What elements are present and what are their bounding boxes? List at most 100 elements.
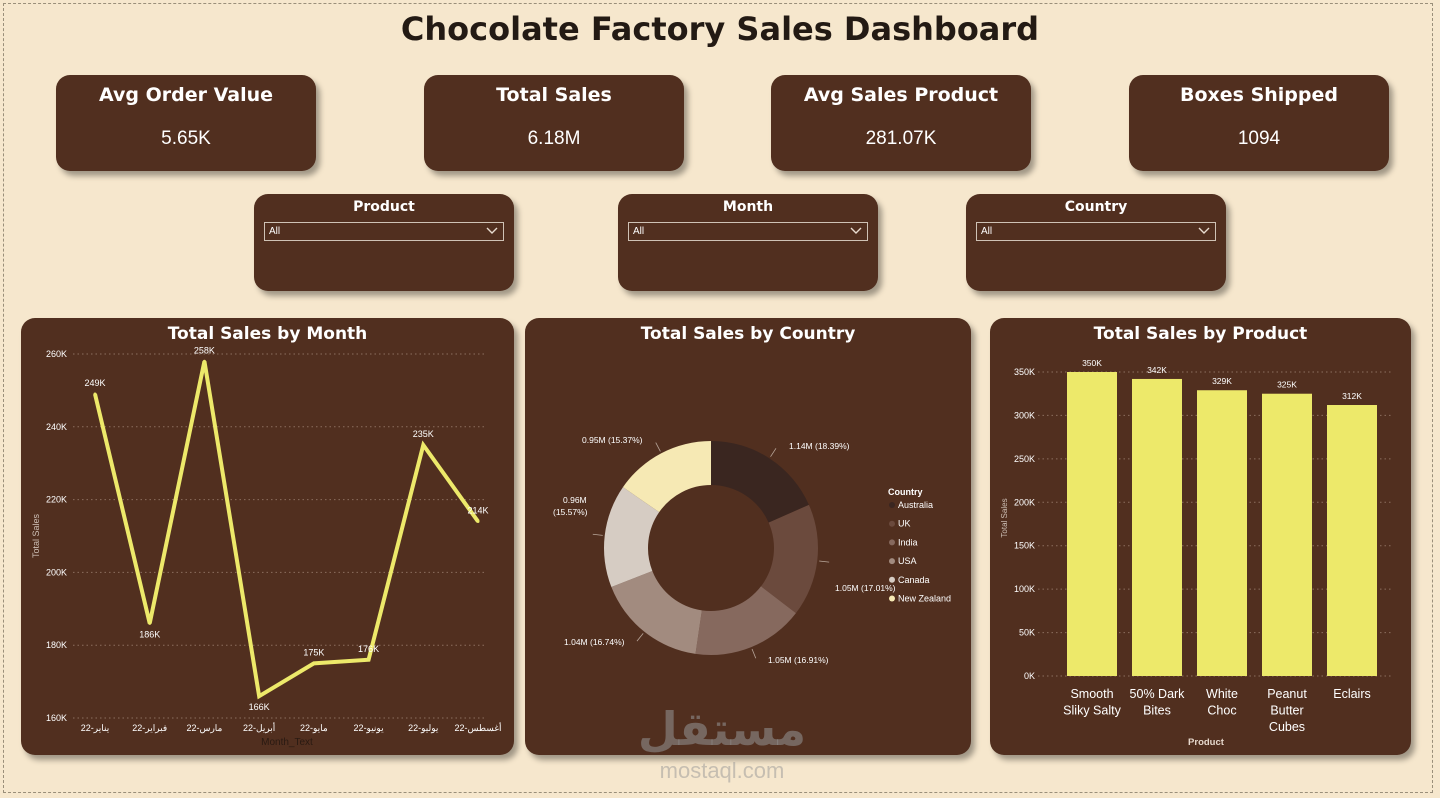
x-tick-label: White [1206,687,1238,701]
kpi-card-boxes-shipped: Boxes Shipped 1094 [1129,75,1389,171]
data-point [148,621,152,625]
y-tick-label: 200K [46,567,67,577]
data-label: 176K [358,644,379,654]
x-tick-label: أبريل-22 [243,721,275,734]
x-axis-title: Product [1188,737,1225,748]
data-label: 235K [413,429,434,439]
slicer-country: Country All [966,194,1226,291]
y-tick-label: 150K [1014,541,1035,551]
x-tick-label: 50% Dark [1130,687,1186,701]
leader-line [770,448,777,457]
bar [1067,372,1117,676]
data-point [312,661,316,665]
chevron-down-icon [850,227,862,234]
y-tick-label: 240K [46,422,67,432]
legend-marker [889,502,895,508]
bar-data-label: 350K [1082,358,1102,368]
x-tick-label: Cubes [1269,720,1305,734]
x-axis-title: Month_Text [261,737,313,748]
data-point [257,694,261,698]
y-tick-label: 50K [1019,628,1035,638]
kpi-card-total-sales: Total Sales 6.18M [424,75,684,171]
kpi-label: Avg Sales Product [803,84,999,106]
y-tick-label: 260K [46,349,67,359]
data-label: 166K [249,702,270,712]
sales-line [93,360,480,700]
chart-title: Total Sales by Product [1093,324,1308,344]
bar [1262,393,1312,676]
x-tick-label: مارس-22 [186,723,222,734]
donut-slice [695,586,796,655]
slicer-label: Month [722,199,774,215]
kpi-value: 1094 [1237,128,1281,149]
chart-card-sales-by-month: Total Sales by Month 160K 180K 200K 220K 240… [21,318,514,755]
slicer-label: Product [353,199,415,215]
chart-title: Total Sales by Country [640,324,856,344]
legend-item: Australia [898,500,933,510]
legend-marker [889,595,895,602]
slice-label: 0.95M (15.37%) [582,435,643,445]
bar-data-label: 329K [1212,376,1232,386]
country-dropdown[interactable]: All [976,222,1216,241]
month-dropdown[interactable]: All [628,222,868,241]
slice-label: 1.04M (16.74%) [564,637,625,647]
x-tick-label: Choc [1207,704,1236,718]
kpi-label: Total Sales [496,84,612,106]
page-title: Chocolate Factory Sales Dashboard [400,10,1040,48]
bar-chart: 0K 50K 100K 150K 200K 250K 300K 350K Total Sales… [1000,358,1392,748]
legend-marker [889,520,895,527]
data-label: 186K [139,629,160,639]
data-point [202,359,206,363]
legend-marker [889,558,895,565]
kpi-card-avg-order-value: Avg Order Value 5.65K [56,75,316,171]
bar [1132,378,1182,676]
bar-data-label: 312K [1342,391,1362,401]
slicer-month: Month All [618,194,878,291]
slice-label: 1.14M (18.39%) [789,441,850,451]
y-tick-label: 220K [46,495,67,505]
bar-data-label: 325K [1277,380,1297,390]
y-tick-label: 100K [1014,584,1035,594]
x-tick-label: Bites [1143,704,1171,718]
bar [1327,405,1377,676]
dropdown-value: All [269,226,281,237]
x-tick-label: Sliky Salty [1063,704,1121,718]
chart-card-sales-by-product: Total Sales by Product 0K 50K 100K 150K 200K… [990,318,1411,755]
y-tick-label: 0K [1024,671,1035,681]
dashboard-frame [3,3,1433,793]
legend-item: India [898,537,918,547]
data-point [476,519,480,523]
legend-marker [889,539,895,546]
y-tick-label: 250K [1014,454,1035,464]
y-tick-label: 180K [46,640,67,650]
chart-card-sales-by-country: Total Sales by Country 1.14M (18.39%) 1.0… [525,318,971,755]
kpi-value: 5.65K [161,128,211,149]
legend-title: Country [888,487,923,497]
slicer-label: Country [1064,199,1128,215]
product-dropdown[interactable]: All [264,222,504,241]
dropdown-value: All [633,226,645,237]
x-tick-label: Eclairs [1333,687,1371,701]
x-tick-label: مايو-22 [300,723,328,734]
kpi-label: Avg Order Value [98,84,274,106]
data-point [367,658,371,662]
leader-line [655,442,661,452]
data-label: 175K [303,647,324,657]
slice-label: (15.57%) [553,507,588,517]
x-tick-label: فبراير-22 [132,723,167,734]
dropdown-value: All [981,226,993,237]
leader-line [636,633,644,642]
x-tick-label: Smooth [1070,687,1113,701]
donut-slice [761,504,818,614]
chevron-down-icon [1198,227,1210,234]
legend-item: UK [898,519,911,529]
x-tick-label: يونيو-22 [354,723,385,734]
legend-item: Canada [898,575,930,585]
y-axis-title: Total Sales [31,513,41,558]
legend-item: USA [898,556,917,566]
leader-line [592,533,603,536]
chevron-down-icon [486,227,498,234]
legend-item: New Zealand [898,594,951,604]
leader-line [751,648,757,659]
donut-slice [611,570,702,654]
